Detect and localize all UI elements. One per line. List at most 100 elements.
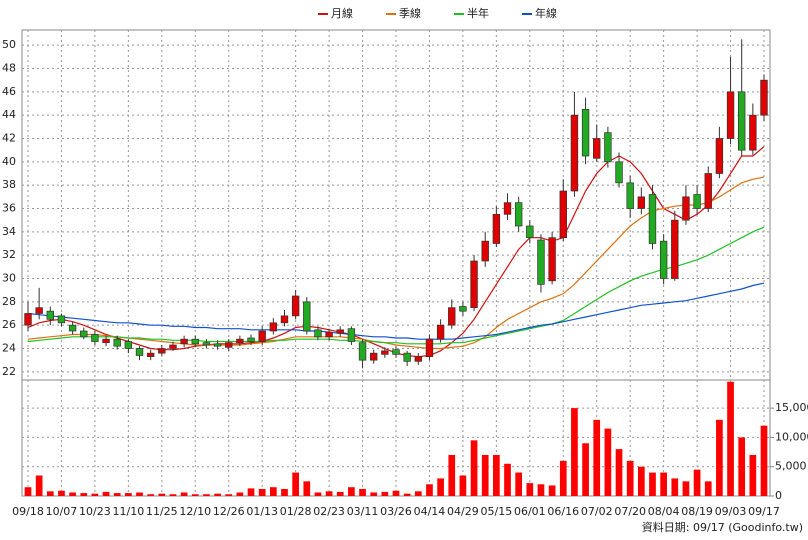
volume-bar bbox=[626, 460, 634, 496]
volume-bar bbox=[80, 493, 88, 496]
candle-body bbox=[258, 330, 266, 342]
volume-bar bbox=[414, 491, 422, 496]
volume-bar bbox=[91, 493, 99, 496]
volume-bar bbox=[113, 493, 121, 496]
x-tick-label: 05/15 bbox=[481, 505, 513, 518]
volume-bar bbox=[69, 492, 76, 496]
volume-bar bbox=[571, 408, 578, 496]
candle-body bbox=[325, 331, 333, 338]
volume-bar bbox=[269, 487, 277, 496]
y-tick-label: 38 bbox=[2, 178, 16, 191]
candle-body bbox=[381, 350, 389, 355]
x-tick-label: 04/14 bbox=[414, 505, 446, 518]
volume-bar bbox=[459, 475, 467, 496]
candle-body bbox=[169, 344, 177, 349]
candle-body bbox=[336, 329, 344, 334]
candle-body bbox=[303, 301, 311, 332]
candle-body bbox=[726, 91, 735, 139]
x-tick-label: 12/26 bbox=[213, 505, 245, 518]
moving-average-line bbox=[27, 226, 765, 345]
volume-bar bbox=[504, 463, 511, 496]
x-tick-label: 01/13 bbox=[246, 505, 278, 518]
volume-bar bbox=[125, 493, 132, 496]
volume-bar bbox=[136, 492, 143, 496]
volume-bar bbox=[258, 488, 266, 496]
candle-body bbox=[448, 307, 456, 326]
y-tick-label: 36 bbox=[2, 202, 16, 215]
volume-bar bbox=[660, 472, 667, 496]
volume-bar bbox=[247, 488, 255, 496]
volume-bar bbox=[169, 494, 177, 496]
candle-body bbox=[626, 182, 634, 209]
volume-bar bbox=[448, 454, 456, 496]
candle-body bbox=[46, 310, 54, 320]
volume-bar bbox=[102, 491, 110, 496]
y-tick-label: 34 bbox=[2, 225, 16, 238]
volume-bar bbox=[303, 481, 311, 496]
volume-bar bbox=[403, 493, 411, 496]
x-tick-label: 02/23 bbox=[313, 505, 345, 518]
candle-body bbox=[24, 313, 32, 326]
x-tick-label: 11/10 bbox=[113, 505, 145, 518]
volume-bar bbox=[671, 478, 679, 496]
volume-bar bbox=[582, 443, 589, 496]
y-tick-label: 28 bbox=[2, 295, 16, 308]
candle-body bbox=[358, 342, 367, 361]
x-tick-label: 10/23 bbox=[79, 505, 111, 518]
volume-bar bbox=[615, 449, 623, 496]
moving-average-line bbox=[27, 282, 765, 340]
candle-body bbox=[503, 202, 512, 215]
volume-bar bbox=[548, 485, 556, 496]
volume-bar bbox=[760, 425, 768, 496]
candle-body bbox=[191, 338, 199, 345]
candle-body bbox=[91, 334, 99, 342]
x-tick-label: 03/11 bbox=[347, 505, 379, 518]
candle-body bbox=[225, 342, 233, 348]
candle-body bbox=[659, 240, 668, 279]
volume-bar bbox=[158, 493, 166, 496]
moving-average-line bbox=[27, 176, 765, 350]
volume-bar bbox=[314, 492, 322, 496]
candle-body bbox=[135, 348, 144, 356]
x-tick-label: 12/10 bbox=[179, 505, 211, 518]
volume-bar bbox=[470, 440, 478, 496]
candle-body bbox=[202, 342, 211, 346]
x-tick-label: 03/26 bbox=[380, 505, 412, 518]
candle-body bbox=[559, 190, 567, 239]
volume-bar bbox=[749, 454, 757, 496]
candle-body bbox=[370, 352, 378, 361]
volume-bar bbox=[559, 460, 567, 496]
candle-body bbox=[392, 349, 400, 355]
volume-bar bbox=[693, 469, 701, 496]
volume-bar bbox=[46, 491, 54, 496]
candle-body bbox=[470, 260, 478, 309]
volume-bar bbox=[704, 481, 712, 496]
y-tick-label: 42 bbox=[2, 132, 16, 145]
x-tick-label: 11/25 bbox=[146, 505, 178, 518]
legend-label: 季線 bbox=[399, 6, 421, 20]
candle-body bbox=[637, 196, 646, 209]
candle-body bbox=[347, 328, 356, 342]
volume-bar bbox=[191, 494, 199, 496]
x-tick-label: 06/16 bbox=[547, 505, 579, 518]
candle-body bbox=[581, 108, 590, 157]
volume-bar bbox=[236, 492, 244, 496]
candle-body bbox=[481, 240, 489, 262]
candle-body bbox=[760, 79, 768, 116]
candle-body bbox=[124, 341, 133, 349]
candle-body bbox=[593, 138, 601, 159]
legend-label: 年線 bbox=[535, 6, 557, 20]
x-tick-label: 07/20 bbox=[614, 505, 646, 518]
y2-tick-label: 10,000 bbox=[775, 430, 808, 443]
candle-body bbox=[537, 239, 545, 285]
volume-bar bbox=[214, 493, 221, 496]
candle-body bbox=[749, 114, 757, 151]
volume-bar bbox=[58, 490, 65, 496]
legend-label: 半年 bbox=[467, 6, 489, 20]
x-tick-label: 06/01 bbox=[514, 505, 546, 518]
candle-body bbox=[269, 322, 278, 332]
volume-bar bbox=[370, 492, 378, 496]
candle-body bbox=[570, 114, 579, 192]
volume-bar bbox=[292, 472, 299, 496]
candle-body bbox=[693, 194, 701, 209]
